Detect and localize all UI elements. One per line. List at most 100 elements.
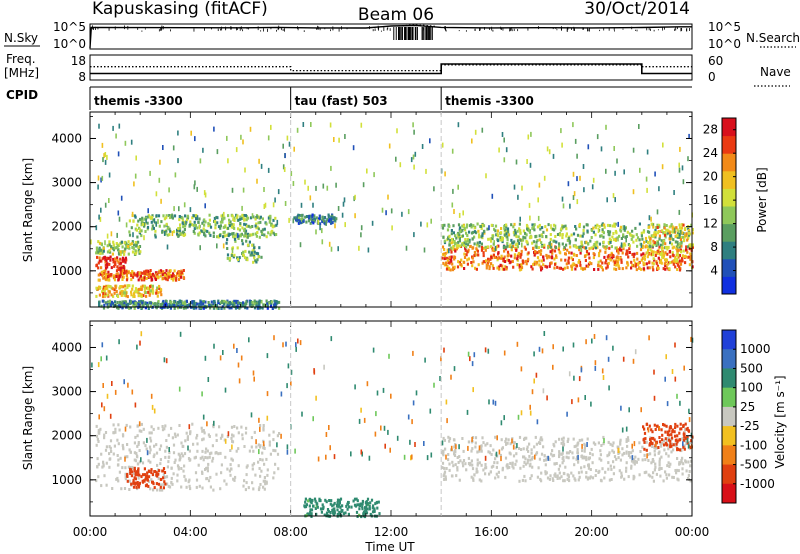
power-cell: [258, 302, 261, 306]
power-cell: [158, 271, 161, 275]
power-cell: [107, 289, 110, 293]
x-tick-label: 12:00: [374, 525, 409, 539]
power-cell: [448, 266, 451, 270]
power-cell: [188, 304, 191, 308]
power-cell: [226, 253, 230, 257]
velocity-cell: [133, 476, 136, 480]
power-cell: [479, 225, 482, 228]
velocity-cell: [183, 474, 186, 478]
velocity-cell: [144, 444, 147, 448]
power-cell: [407, 209, 410, 215]
power-cell: [677, 248, 680, 252]
power-cell: [188, 224, 191, 228]
power-cell: [540, 259, 543, 263]
power-cell: [470, 225, 473, 229]
velocity-cell: [530, 448, 533, 452]
velocity-cell: [554, 472, 557, 476]
velocity-cell: [618, 469, 621, 473]
power-cell: [635, 262, 638, 266]
velocity-cell: [173, 461, 176, 464]
velocity-cell: [219, 487, 222, 491]
velocity-cell: [650, 428, 653, 432]
power-cell: [275, 233, 278, 236]
velocity-cell: [442, 436, 445, 440]
power-cell: [667, 231, 670, 235]
power-cell: [571, 263, 574, 267]
power-cell: [659, 258, 663, 262]
velocity-cell: [608, 385, 610, 391]
power-cell: [682, 249, 685, 253]
velocity-cell: [560, 475, 563, 479]
power-cell: [108, 262, 111, 266]
power-cell: [527, 134, 530, 140]
power-cell: [516, 239, 520, 243]
power-cell: [300, 202, 303, 208]
velocity-cell: [441, 440, 444, 446]
velocity-cell: [163, 471, 167, 474]
velocity-cell: [500, 438, 503, 442]
power-cell: [558, 242, 561, 246]
velocity-cell: [116, 476, 119, 480]
power-cell: [135, 289, 138, 293]
velocity-cell: [164, 424, 167, 428]
power-cell: [467, 248, 470, 252]
power-cell: [107, 270, 110, 274]
velocity-cell: [135, 454, 139, 458]
velocity-cell: [138, 483, 141, 487]
power-cell: [154, 235, 157, 239]
velocity-cell: [602, 435, 605, 439]
velocity-cell: [365, 507, 368, 511]
velocity-cell: [653, 449, 656, 453]
velocity-cell: [403, 454, 406, 460]
power-cell: [681, 254, 684, 258]
velocity-cell: [480, 449, 483, 453]
power-cell: [186, 214, 189, 218]
power-cell: [532, 240, 535, 244]
power-cell: [669, 261, 672, 265]
velocity-cell: [202, 458, 205, 462]
power-cell: [353, 196, 355, 202]
power-cell: [235, 300, 238, 304]
velocity-cell: [462, 459, 466, 462]
velocity-cell: [544, 458, 548, 462]
velocity-cell: [137, 483, 140, 487]
power-cell: [154, 278, 157, 281]
velocity-cell: [585, 455, 588, 459]
velocity-cell: [535, 452, 538, 456]
velocity-cell: [662, 423, 665, 426]
velocity-cell: [553, 462, 556, 466]
power-cell: [103, 303, 106, 307]
power-cell: [602, 244, 605, 248]
velocity-cell: [444, 477, 447, 481]
power-cell: [99, 272, 102, 276]
power-cell: [197, 233, 200, 237]
power-cell: [103, 294, 106, 297]
power-cell: [663, 226, 666, 230]
velocity-cell: [568, 479, 571, 483]
power-cell: [118, 216, 121, 222]
power-cell: [691, 265, 694, 269]
power-cell: [545, 228, 549, 232]
velocity-cell: [143, 467, 146, 471]
power-cell: [248, 250, 251, 254]
power-cell: [253, 256, 256, 260]
power-cell: [541, 226, 544, 230]
power-cell: [366, 168, 368, 174]
power-cell: [536, 225, 540, 229]
power-cell: [237, 234, 240, 238]
velocity-cell: [652, 436, 655, 440]
power-cell: [96, 287, 99, 291]
power-cell: [131, 270, 134, 273]
velocity-cell: [166, 465, 169, 469]
power-cell: [665, 266, 668, 270]
power-cell: [554, 246, 557, 250]
power-cell: [441, 226, 445, 230]
velocity-cell: [688, 470, 691, 473]
power-cell: [606, 223, 610, 227]
power-cell: [202, 302, 205, 306]
power-cell: [661, 255, 664, 259]
power-cell: [242, 139, 244, 145]
power-cell: [660, 239, 663, 243]
power-cell: [99, 248, 103, 252]
velocity-cell: [471, 467, 475, 471]
